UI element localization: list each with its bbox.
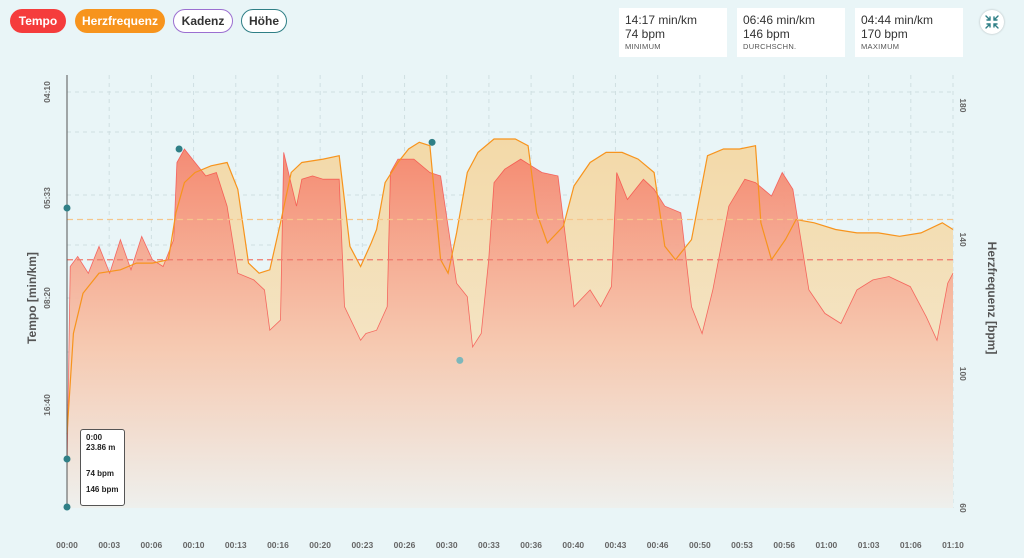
x-tick-label: 01:03 xyxy=(858,540,880,550)
collapse-arrows-icon xyxy=(985,15,999,29)
x-tick-label: 00:46 xyxy=(647,540,669,550)
heart-rate-line xyxy=(66,138,954,435)
x-tick-label: 00:30 xyxy=(436,540,458,550)
chart-tooltip: 0:00 23.86 m 74 bpm 146 bpm xyxy=(80,429,125,506)
x-tick-label: 00:06 xyxy=(141,540,163,550)
chart-markers xyxy=(63,138,464,511)
stat-card-maximum: 04:44 min/km 170 bpm MAXIMUM xyxy=(855,8,963,57)
filter-altitude-chip[interactable]: Höhe xyxy=(241,9,287,33)
x-tick-label: 00:36 xyxy=(520,540,542,550)
cursor-marker xyxy=(63,204,71,212)
stat-min-label: MINIMUM xyxy=(625,42,661,51)
x-tick-label: 01:06 xyxy=(900,540,922,550)
average-lines xyxy=(67,218,953,261)
y-tick-label-right: 60 xyxy=(958,503,968,513)
x-tick-label: 00:10 xyxy=(183,540,205,550)
x-tick-label: 01:00 xyxy=(816,540,838,550)
stat-min-pace: 14:17 min/km xyxy=(625,13,698,27)
filter-cadence-chip[interactable]: Kadenz xyxy=(173,9,233,33)
x-tick-label: 00:50 xyxy=(689,540,711,550)
x-tick-label: 00:43 xyxy=(605,540,627,550)
x-tick-label: 00:03 xyxy=(98,540,120,550)
tooltip-hr-avg: 146 bpm xyxy=(86,485,119,494)
stat-max-bpm: 170 bpm xyxy=(861,27,908,41)
x-tick-label: 00:56 xyxy=(773,540,795,550)
tempo-line xyxy=(66,148,954,475)
stat-avg-label: DURCHSCHN. xyxy=(743,42,797,51)
stat-card-average: 06:46 min/km 146 bpm DURCHSCHN. xyxy=(737,8,845,57)
x-tick-label: 01:10 xyxy=(942,540,964,550)
y-tick-label-left: 08:20 xyxy=(42,287,52,309)
stat-max-pace: 04:44 min/km xyxy=(861,13,934,27)
x-tick-label: 00:40 xyxy=(562,540,584,550)
stat-avg-bpm: 146 bpm xyxy=(743,27,790,41)
x-tick-label: 00:13 xyxy=(225,540,247,550)
stat-max-label: MAXIMUM xyxy=(861,42,900,51)
x-tick-label: 00:33 xyxy=(478,540,500,550)
stat-min-bpm: 74 bpm xyxy=(625,27,666,41)
y-tick-label-right: 140 xyxy=(958,233,968,247)
stat-card-minimum: 14:17 min/km 74 bpm MINIMUM xyxy=(619,8,727,57)
y-tick-label-left: 05:33 xyxy=(42,187,52,209)
x-tick-label: 00:23 xyxy=(351,540,373,550)
x-tick-label: 00:26 xyxy=(394,540,416,550)
cursor-marker xyxy=(63,503,71,511)
y-tick-label-right: 180 xyxy=(958,98,968,112)
series-marker xyxy=(456,356,464,364)
y-axis-right-label: Herzfrequenz [bpm] xyxy=(985,241,999,355)
cursor-marker xyxy=(63,455,71,463)
series-marker xyxy=(175,145,183,153)
tempo-area xyxy=(67,149,953,508)
filter-tempo-chip[interactable]: Tempo xyxy=(10,9,66,33)
collapse-button[interactable] xyxy=(980,10,1004,34)
x-tick-label: 00:20 xyxy=(309,540,331,550)
series-marker xyxy=(428,138,436,146)
x-tick-label: 00:16 xyxy=(267,540,289,550)
y-tick-label-left: 04:10 xyxy=(42,81,52,103)
y-tick-label-right: 100 xyxy=(958,367,968,381)
chart-areas xyxy=(66,138,954,508)
x-tick-label: 00:53 xyxy=(731,540,753,550)
y-axis-left-label: Tempo [min/km] xyxy=(25,252,39,344)
tooltip-time: 0:00 xyxy=(86,433,103,442)
tooltip-hr-min: 74 bpm xyxy=(86,469,115,478)
y-tick-label-left: 16:40 xyxy=(42,394,52,416)
stat-avg-pace: 06:46 min/km xyxy=(743,13,816,27)
chart-axes: 00:00 00:03 00:06 00:10 00:13 00:16 00:20 00:23… xyxy=(42,75,968,550)
x-tick-label: 00:00 xyxy=(56,540,78,550)
tooltip-distance: 23.86 m xyxy=(86,443,116,452)
filter-heart-rate-chip[interactable]: Herzfrequenz xyxy=(75,9,165,33)
